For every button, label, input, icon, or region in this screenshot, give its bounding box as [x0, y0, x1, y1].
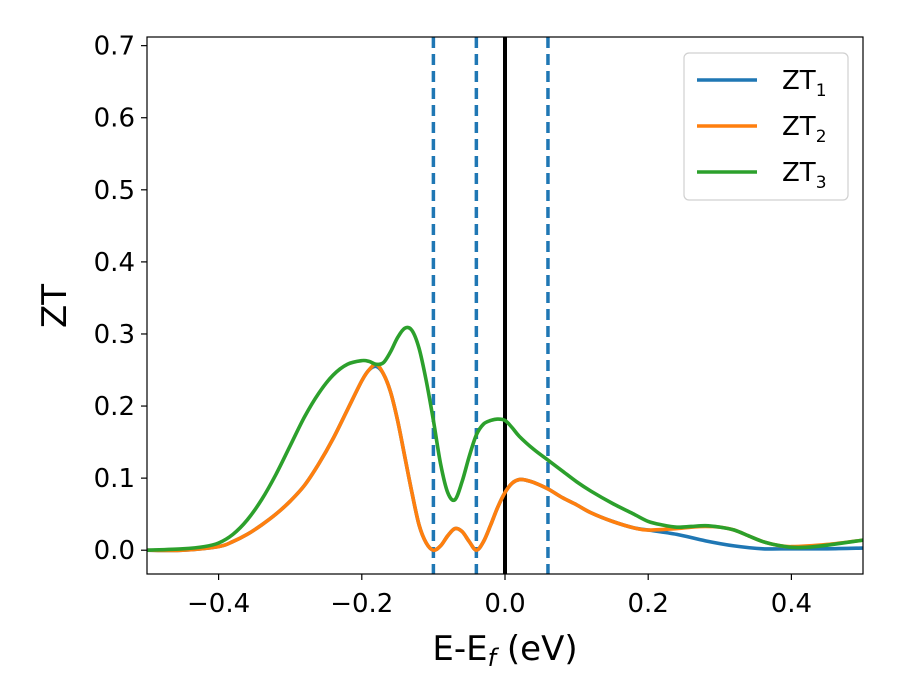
legend-label-zt1: ZT1	[782, 66, 827, 101]
series-line-zt3	[147, 325, 863, 553]
y-tick-label: 0.1	[94, 464, 135, 494]
x-tick-label: 0.0	[484, 589, 525, 619]
x-axis-label-unit: (eV)	[496, 629, 578, 669]
legend-label-zt2: ZT2	[782, 112, 827, 147]
legend-box	[683, 52, 849, 201]
y-tick-label: 0.6	[94, 104, 135, 134]
y-tick-label: 0.7	[94, 32, 135, 62]
legend: ZT1 ZT2 ZT3	[683, 52, 849, 201]
x-tick-label: −0.2	[330, 589, 393, 619]
x-tick-label: −0.4	[187, 589, 250, 619]
y-tick-label: 0.5	[94, 176, 135, 206]
y-tick-label: 0.4	[94, 248, 135, 278]
x-tick-label: 0.4	[771, 589, 812, 619]
x-tick-label: 0.2	[628, 589, 669, 619]
legend-label-zt3: ZT3	[782, 158, 827, 193]
y-axis-label: ZT	[35, 284, 75, 328]
x-axis-label: E-Ef (eV)	[432, 629, 577, 672]
y-tick-label: 0.3	[94, 320, 135, 350]
x-axis-label-main: E-E	[432, 629, 487, 669]
y-tick-label: 0.2	[94, 392, 135, 422]
y-tick-label: 0.0	[94, 536, 135, 566]
